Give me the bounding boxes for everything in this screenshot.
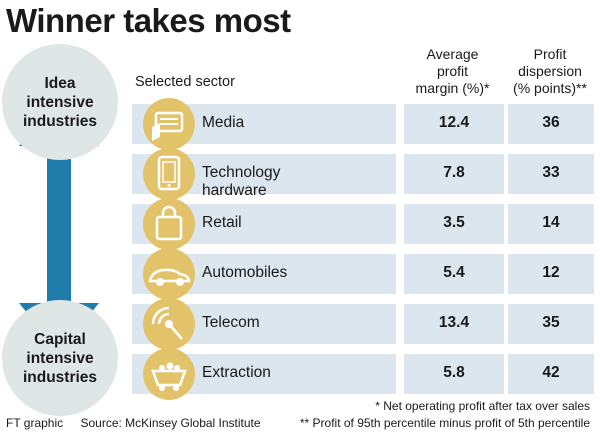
- dispersion-value: 35: [542, 314, 560, 331]
- dispersion-value: 33: [542, 164, 560, 181]
- dispersion-header-line-2: dispersion: [518, 63, 582, 79]
- sector-label: Retail: [202, 214, 242, 231]
- sector-column-header: Selected sector: [135, 74, 235, 90]
- axis-bottom-line-1: Capital: [34, 330, 86, 348]
- sector-label: Technology hardware: [202, 164, 281, 199]
- margin-cell: [404, 254, 504, 294]
- margin-value: 3.5: [443, 214, 465, 231]
- axis-bottom-line-2: intensive: [26, 349, 94, 367]
- newspaper-icon: [142, 97, 196, 151]
- margin-value: 5.4: [443, 264, 465, 281]
- margin-header-line-2: profit: [436, 63, 469, 79]
- dispersion-cell: [508, 304, 594, 344]
- dispersion-header-line-1: Profit: [533, 46, 567, 62]
- idea-intensive-label: Idea intensive industries: [2, 44, 118, 160]
- arrow-shape: [19, 96, 99, 352]
- mine-cart-icon: [142, 347, 196, 401]
- margin-header-line-1: Average: [426, 46, 479, 62]
- dispersion-value: 42: [542, 364, 560, 381]
- dispersion-cell: [508, 154, 594, 194]
- sector-label: Extraction: [202, 364, 271, 381]
- intensity-axis: Idea intensive industries Capital intens…: [0, 0, 130, 439]
- dispersion-value: 12: [542, 264, 560, 281]
- dispersion-cell: [508, 354, 594, 394]
- shopping-bag-icon: [142, 197, 196, 251]
- margin-cell: [404, 154, 504, 194]
- dispersion-header-line-3: (% points)**: [513, 80, 587, 96]
- margin-value: 13.4: [438, 314, 470, 331]
- margin-value: 7.8: [443, 164, 465, 181]
- double-arrow-icon: [19, 96, 99, 352]
- source-text: Source: McKinsey Global Institute: [80, 416, 261, 430]
- margin-column-header: Average profit margin (%)*: [400, 46, 505, 97]
- margin-cell: [404, 354, 504, 394]
- tablet-icon: [142, 147, 196, 201]
- dispersion-cell: [508, 104, 594, 144]
- dispersion-cell: [508, 254, 594, 294]
- sector-label: Automobiles: [202, 264, 288, 281]
- car-icon: [142, 247, 196, 301]
- axis-top-line-2: intensive: [26, 93, 94, 111]
- sector-label: Telecom: [202, 314, 260, 331]
- margin-header-line-3: margin (%)*: [415, 80, 490, 96]
- dispersion-value: 36: [542, 114, 560, 131]
- axis-top-line-1: Idea: [44, 74, 76, 92]
- chart-title: Winner takes most: [6, 2, 291, 39]
- margin-footnote: * Net operating profit after tax over sa…: [375, 399, 590, 413]
- sector-label: Media: [202, 114, 245, 131]
- dispersion-value: 14: [542, 214, 560, 231]
- margin-cell: [404, 304, 504, 344]
- ft-credit: FT graphic: [6, 416, 64, 430]
- margin-cell: [404, 104, 504, 144]
- source-line: FT graphic Source: McKinsey Global Insti…: [6, 416, 275, 430]
- capital-intensive-label: Capital intensive industries: [2, 300, 118, 416]
- margin-value: 5.8: [443, 364, 465, 381]
- axis-bottom-line-3: industries: [22, 368, 98, 386]
- margin-cell: [404, 204, 504, 244]
- margin-value: 12.4: [438, 114, 470, 131]
- dispersion-column-header: Profit dispersion (% points)**: [505, 46, 595, 97]
- dispersion-cell: [508, 204, 594, 244]
- dispersion-footnote: ** Profit of 95th percentile minus profi…: [299, 416, 590, 430]
- satellite-dish-icon: [142, 297, 196, 351]
- axis-top-line-3: industries: [22, 112, 98, 130]
